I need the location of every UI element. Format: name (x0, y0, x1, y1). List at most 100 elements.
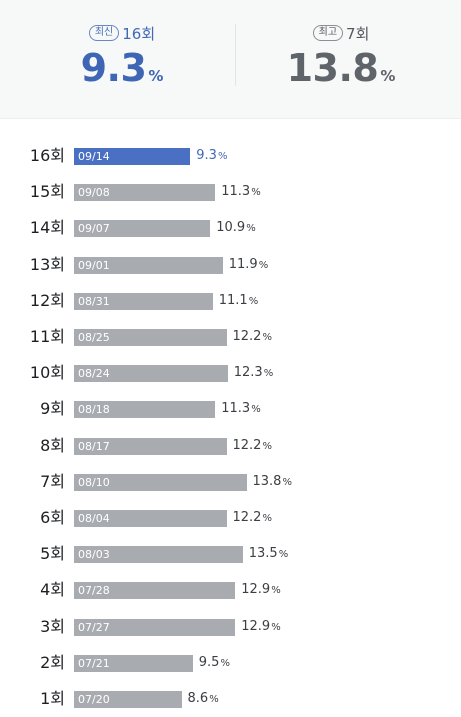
rating-value-label: 9.3% (196, 145, 227, 168)
air-date-label: 07/28 (78, 584, 110, 598)
rating-unit: % (251, 404, 261, 416)
best-badge: 최고 (312, 25, 344, 41)
rating-unit: % (258, 259, 269, 271)
air-date-label: 08/17 (78, 439, 110, 453)
episode-label: 7회 (40, 471, 65, 491)
chart-row: 3회 07/27 12.9% (0, 616, 461, 638)
rating-value: 12.2 (232, 437, 262, 453)
best-episode: 7회 (346, 24, 370, 43)
chart-row: 7회 08/10 13.8% (0, 471, 461, 493)
latest-episode: 16회 (122, 24, 156, 43)
rating-value-label: 10.9% (216, 217, 255, 240)
rating-value: 11.1 (218, 292, 248, 308)
best-rating-unit: % (380, 67, 396, 85)
rating-value: 11.3 (221, 184, 251, 200)
episode-ratings-chart: 16회 09/14 9.3% 15회 09/08 11.3% 14회 09/07 10.9% 13… (0, 118, 461, 717)
rating-value: 12.9 (241, 582, 271, 598)
chart-row: 14회 09/07 10.9% (0, 217, 461, 239)
episode-label: 10회 (29, 363, 65, 383)
air-date-label: 08/18 (78, 403, 110, 417)
air-date-label: 09/07 (78, 222, 110, 236)
rating-value: 12.2 (232, 329, 262, 344)
rating-bar: 08/25 (74, 329, 227, 346)
episode-label: 15회 (29, 182, 65, 202)
episode-label: 4회 (40, 580, 65, 600)
episode-label: 16회 (29, 146, 65, 165)
rating-value-label: 13.5% (249, 543, 288, 566)
rating-value: 9.5 (198, 654, 220, 670)
episode-label: 13회 (29, 254, 65, 274)
rating-value-label: 11.3% (221, 398, 260, 421)
rating-unit: % (217, 151, 228, 162)
latest-rating-value: 9.3 (80, 46, 147, 90)
rating-value: 11.9 (228, 256, 258, 272)
rating-value: 8.6 (187, 691, 209, 706)
rating-value: 11.3 (221, 401, 251, 417)
rating-bar: 07/27 (74, 618, 236, 636)
rating-unit: % (282, 476, 292, 488)
rating-value-label: 12.3% (234, 362, 273, 385)
air-date-label: 09/08 (78, 186, 110, 200)
rating-unit: % (262, 332, 272, 343)
rating-bar: 07/28 (74, 582, 236, 600)
episode-label: 6회 (40, 508, 65, 527)
rating-bar: 09/07 (74, 220, 211, 238)
rating-bar: 08/31 (74, 292, 213, 310)
air-date-label: 07/20 (78, 693, 110, 706)
rating-value-label: 12.2% (233, 507, 272, 530)
episode-label: 3회 (40, 616, 65, 636)
rating-value-label: 13.8% (253, 471, 292, 494)
rating-bar: 08/10 (74, 473, 247, 491)
air-date-label: 08/24 (78, 367, 110, 381)
chart-row: 12회 08/31 11.1% (0, 290, 461, 312)
air-date-label: 07/21 (78, 656, 110, 670)
air-date-label: 08/25 (78, 331, 110, 344)
rating-bar: 08/24 (74, 365, 228, 383)
summary-divider (235, 24, 236, 86)
chart-row: 5회 08/03 13.5% (0, 543, 461, 565)
rating-unit: % (262, 513, 272, 524)
rating-bar: 09/01 (74, 256, 223, 274)
chart-row: 16회 09/14 9.3% (0, 145, 461, 167)
rating-unit: % (220, 657, 230, 669)
air-date-label: 09/14 (78, 150, 110, 163)
episode-label: 8회 (40, 435, 65, 455)
rating-unit: % (246, 223, 256, 235)
rating-unit: % (209, 694, 219, 705)
rating-bar: 08/18 (74, 401, 216, 419)
chart-row: 6회 08/04 12.2% (0, 507, 461, 529)
rating-value: 13.8 (252, 473, 282, 489)
rating-bar: 09/14 (74, 148, 191, 165)
rating-value: 12.3 (233, 365, 263, 381)
rating-bar: 08/04 (74, 510, 227, 527)
chart-row: 9회 08/18 11.3% (0, 398, 461, 420)
rating-value-label: 9.5% (199, 652, 230, 675)
episode-label: 2회 (40, 652, 65, 672)
rating-bar: 07/20 (74, 691, 182, 708)
rating-value-label: 12.9% (241, 579, 280, 602)
episode-label: 11회 (29, 327, 65, 346)
air-date-label: 08/10 (78, 475, 110, 489)
chart-row: 15회 09/08 11.3% (0, 181, 461, 203)
chart-row: 10회 08/24 12.3% (0, 362, 461, 384)
episode-label: 1회 (40, 689, 65, 708)
rating-unit: % (271, 621, 281, 633)
chart-row: 2회 07/21 9.5% (0, 652, 461, 674)
ratings-summary: 최신 16회 9.3% 최고 7회 13.8% (0, 0, 461, 119)
air-date-label: 09/01 (78, 258, 110, 272)
rating-unit: % (251, 187, 261, 199)
chart-row: 11회 08/25 12.2% (0, 326, 461, 348)
rating-bar: 07/21 (74, 654, 193, 672)
chart-row: 8회 08/17 12.2% (0, 435, 461, 457)
rating-value: 13.5 (248, 546, 278, 562)
rating-value: 9.3 (196, 148, 217, 163)
rating-value: 12.9 (241, 618, 271, 634)
latest-rating-unit: % (148, 67, 164, 85)
rating-value-label: 11.1% (219, 290, 258, 313)
latest-rating-stat: 최신 16회 9.3% (22, 22, 222, 91)
rating-unit: % (271, 585, 281, 597)
latest-badge: 최신 (88, 25, 120, 41)
rating-bar: 09/08 (74, 184, 216, 202)
air-date-label: 08/31 (78, 294, 110, 308)
air-date-label: 08/03 (78, 548, 110, 562)
